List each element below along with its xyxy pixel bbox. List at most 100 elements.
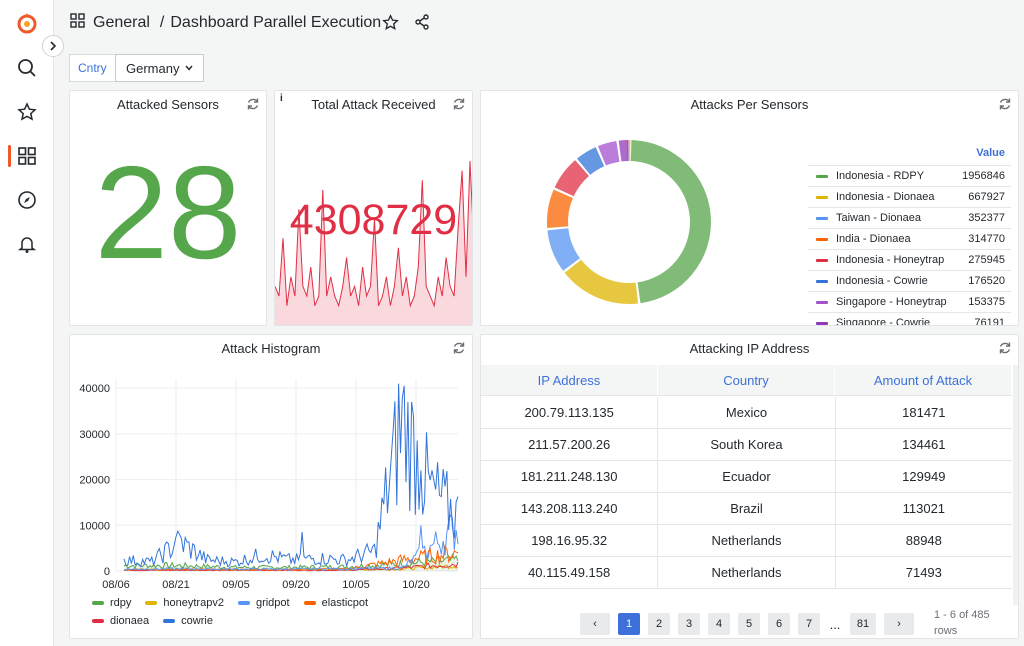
legend-row[interactable]: Indonesia - Dionaea 667927 — [808, 187, 1011, 208]
cell-country: Mexico — [658, 397, 836, 428]
refresh-icon[interactable] — [452, 341, 466, 355]
legend-value-header[interactable]: Value — [808, 147, 1011, 166]
legend-swatch — [145, 601, 158, 605]
cell-amount: 134461 — [902, 437, 946, 452]
mark-favorite-star-icon[interactable] — [382, 14, 400, 32]
pie-slice — [630, 140, 711, 304]
cell-country: Netherlands — [658, 557, 836, 588]
chevron-right-icon — [50, 41, 57, 51]
legend-row[interactable]: Singapore - Honeytrap 153375 — [808, 292, 1011, 313]
refresh-icon[interactable] — [998, 97, 1012, 111]
cell-country: Brazil — [658, 493, 836, 524]
sparkline-line — [275, 160, 472, 308]
refresh-icon[interactable] — [452, 97, 466, 111]
rows-count-line1: 1 - 6 of 485 — [934, 609, 990, 621]
stat-value-total-attack: 4308729 — [289, 196, 458, 244]
table-row[interactable]: 40.115.49.158 Netherlands 71493 — [481, 557, 1012, 589]
prev-page-button[interactable]: ‹ — [580, 613, 610, 635]
column-header-country[interactable]: Country — [658, 365, 835, 395]
breadcrumb: General / Dashboard Parallel Execution — [70, 13, 381, 33]
pie-slice — [597, 140, 620, 166]
panel-title[interactable]: Attacked Sensors — [117, 97, 219, 112]
legend-row[interactable]: Indonesia - RDPY 1956846 — [808, 166, 1011, 187]
page-button-last[interactable]: 81 — [850, 613, 876, 635]
pie-slice — [554, 160, 589, 197]
histogram-legend-item[interactable]: dionaea — [92, 615, 149, 627]
dashboards-icon[interactable] — [14, 143, 40, 169]
star-icon[interactable] — [14, 99, 40, 125]
series-line-elasticpot — [123, 544, 459, 571]
y-tick-label: 40000 — [79, 383, 110, 395]
breadcrumb-folder[interactable]: General — [93, 14, 150, 31]
share-icon[interactable] — [414, 14, 432, 32]
page-button[interactable]: 7 — [798, 613, 820, 635]
cell-amount: 129949 — [902, 469, 946, 484]
legend-series-name: dionaea — [110, 615, 150, 627]
panel-title[interactable]: Attacks Per Sensors — [690, 97, 809, 112]
panel-attacked-sensors[interactable]: Attacked Sensors 28 — [69, 90, 267, 326]
page-button[interactable]: 6 — [768, 613, 790, 635]
histogram-legend-item[interactable]: elasticpot — [303, 597, 368, 609]
pie-slice — [626, 140, 628, 162]
page-title[interactable]: Dashboard Parallel Execution — [170, 14, 382, 31]
histogram-legend-item[interactable]: rdpy — [92, 597, 131, 609]
legend-row[interactable]: Indonesia - Honeytrap 275945 — [808, 250, 1011, 271]
panel-attack-histogram[interactable]: Attack Histogram 0 10000 20000 30000 40000 08… — [69, 334, 473, 639]
legend-series-value: 76191 — [974, 317, 1005, 326]
column-header-ip[interactable]: IP Address — [481, 365, 658, 395]
cell-ip: 211.57.200.26 — [481, 429, 659, 460]
cell-amount: 181471 — [902, 405, 946, 420]
pie-slice — [618, 140, 629, 162]
search-icon[interactable] — [14, 55, 40, 81]
refresh-icon[interactable] — [246, 97, 260, 111]
panel-info-icon[interactable]: i — [280, 93, 283, 104]
page-button[interactable]: 3 — [678, 613, 700, 635]
legend-row[interactable]: Indonesia - Cowrie 176520 — [808, 271, 1011, 292]
legend-row[interactable]: Singapore - Cowrie 76191 — [808, 313, 1011, 326]
expand-sidebar-button[interactable] — [42, 35, 64, 57]
page-button[interactable]: 1 — [618, 613, 640, 635]
legend-swatch — [816, 237, 828, 241]
refresh-icon[interactable] — [998, 341, 1012, 355]
panel-total-attack-received[interactable]: i Total Attack Received 4308729 — [274, 90, 473, 326]
panel-title[interactable]: Attack Histogram — [221, 341, 321, 356]
column-header-amount[interactable]: Amount of Attack — [835, 365, 1012, 395]
cell-ip: 181.211.248.130 — [481, 461, 659, 492]
sidebar — [0, 0, 54, 646]
table-scrollbar[interactable] — [1013, 365, 1018, 605]
cell-amount: 71493 — [905, 565, 942, 580]
legend-swatch — [816, 321, 828, 325]
table-row[interactable]: 181.211.248.130 Ecuador 129949 — [481, 461, 1012, 493]
grafana-logo-icon[interactable] — [14, 10, 40, 36]
panel-title[interactable]: Attacking IP Address — [689, 341, 810, 356]
legend-swatch — [816, 300, 828, 304]
legend-swatch — [163, 619, 176, 623]
rows-count-line2: rows — [934, 625, 958, 637]
table-row[interactable]: 198.16.95.32 Netherlands 88948 — [481, 525, 1012, 557]
cell-ip: 200.79.113.135 — [481, 397, 659, 428]
table-row[interactable]: 200.79.113.135 Mexico 181471 — [481, 397, 1012, 429]
page-button[interactable]: 5 — [738, 613, 760, 635]
page-button[interactable]: 2 — [648, 613, 670, 635]
table-header: IP Address Country Amount of Attack — [481, 365, 1012, 396]
cell-ip: 198.16.95.32 — [481, 525, 659, 556]
histogram-legend-item[interactable]: honeytrapv2 — [145, 597, 224, 609]
country-variable-select[interactable]: Germany — [115, 54, 205, 82]
panel-title[interactable]: Total Attack Received — [311, 97, 436, 112]
table-row[interactable]: 211.57.200.26 South Korea 134461 — [481, 429, 1012, 461]
alerting-bell-icon[interactable] — [14, 231, 40, 257]
next-page-button[interactable]: › — [884, 613, 914, 635]
table-row[interactable]: 143.208.113.240 Brazil 113021 — [481, 493, 1012, 525]
legend-series-value: 314770 — [968, 233, 1005, 245]
legend-row[interactable]: Taiwan - Dionaea 352377 — [808, 208, 1011, 229]
panel-attacks-per-sensors[interactable]: Attacks Per Sensors Value Indonesia - RD… — [480, 90, 1019, 326]
panel-attacking-ip-address[interactable]: Attacking IP Address IP Address Country … — [480, 334, 1019, 639]
legend-row[interactable]: India - Dionaea 314770 — [808, 229, 1011, 250]
page-button[interactable]: 4 — [708, 613, 730, 635]
y-tick-label: 0 — [104, 566, 110, 578]
pie-slice — [627, 140, 628, 162]
x-tick-label: 09/20 — [282, 579, 310, 591]
explore-compass-icon[interactable] — [14, 187, 40, 213]
histogram-legend-item[interactable]: cowrie — [163, 615, 213, 627]
histogram-legend-item[interactable]: gridpot — [237, 597, 290, 609]
